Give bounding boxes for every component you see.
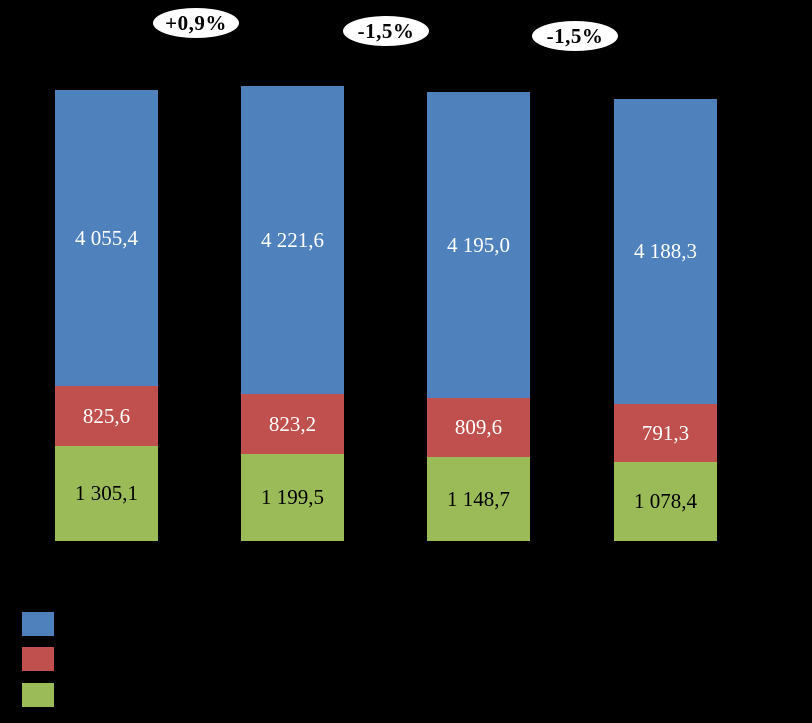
stacked-bar: 4 188,3 791,3 1 078,4 [614,99,717,541]
change-badge: -1,5% [343,16,429,46]
segment-value-label: 1 305,1 [75,481,138,505]
segment-value-label: 4 221,6 [261,227,324,252]
bar-segment-middle-segment-red: 823,2 [241,394,344,454]
segment-value-label: 4 195,0 [447,232,510,257]
legend-swatch [22,612,54,636]
segment-value-label: 1 199,5 [261,485,324,509]
bar-segment-middle-segment-red: 791,3 [614,404,717,462]
stacked-bar: 4 221,6 823,2 1 199,5 [241,86,344,541]
change-badge: +0,9% [153,8,239,38]
change-badge: -1,5% [532,21,618,51]
bar-segment-top-segment-blue: 4 055,4 [55,90,158,386]
legend-swatch [22,647,54,671]
bar-segment-top-segment-blue: 4 188,3 [614,99,717,404]
segment-value-label: 4 055,4 [75,225,138,250]
bar-segment-top-segment-blue: 4 195,0 [427,92,530,398]
segment-value-label: 1 148,7 [447,486,510,511]
bar-segment-middle-segment-red: 825,6 [55,386,158,446]
segment-value-label: 791,3 [641,420,690,445]
segment-value-label: 825,6 [82,403,131,428]
segment-value-label: 1 078,4 [634,489,697,513]
segment-value-label: 823,2 [268,411,317,436]
bar-segment-bottom-segment-green: 1 148,7 [427,457,530,541]
stacked-bar: 4 195,0 809,6 1 148,7 [427,92,530,541]
bar-segment-top-segment-blue: 4 221,6 [241,86,344,394]
bar-segment-bottom-segment-green: 1 305,1 [55,446,158,541]
legend-swatch [22,683,54,707]
stacked-bar: 4 055,4 825,6 1 305,1 [55,90,158,541]
bar-segment-bottom-segment-green: 1 078,4 [614,462,717,541]
bar-segment-bottom-segment-green: 1 199,5 [241,454,344,541]
bar-segment-middle-segment-red: 809,6 [427,398,530,457]
segment-value-label: 809,6 [454,415,503,439]
segment-value-label: 4 188,3 [634,239,697,263]
